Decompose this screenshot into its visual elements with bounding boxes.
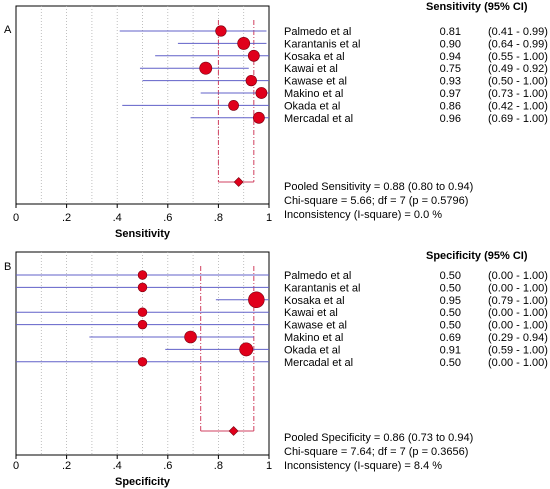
study-ci-text: (0.42 - 1.00) (488, 100, 548, 112)
column-header: Specificity (95% CI) (426, 250, 528, 262)
study-name: Okada et al (284, 100, 340, 112)
summary-line: Chi-square = 5.66; df = 7 (p = 0.5796) (284, 195, 468, 207)
study-point (239, 342, 254, 357)
summary-line: Pooled Sensitivity = 0.88 (0.80 to 0.94) (284, 181, 473, 193)
study-name: Kosaka et al (284, 51, 345, 63)
study-ci-text: (0.29 - 0.94) (488, 332, 548, 344)
study-ci-text: (0.00 - 1.00) (488, 357, 548, 369)
forest-panel-B: B Specificity (95% CI) Palmedo et al 0.50 (0… (4, 250, 548, 488)
study-name: Kosaka et al (284, 295, 345, 307)
x-tick-label: .8 (214, 460, 223, 472)
study-estimate: 0.50 (440, 270, 461, 282)
x-axis-label: Specificity (115, 476, 171, 488)
study-name: Okada et al (284, 344, 340, 356)
study-ci-text: (0.00 - 1.00) (488, 270, 548, 282)
study-ci-text: (0.69 - 1.00) (488, 113, 548, 125)
study-point (255, 87, 268, 99)
study-name: Palmedo et al (284, 26, 351, 38)
pooled-diamond (228, 426, 239, 436)
study-point (137, 282, 148, 293)
study-point (247, 49, 260, 62)
x-tick-label: .4 (113, 212, 122, 224)
study-point (252, 111, 265, 124)
study-ci-text: (0.59 - 1.00) (488, 344, 548, 356)
study-estimate: 0.90 (440, 38, 461, 50)
study-estimate: 0.96 (440, 113, 461, 125)
summary-line: Inconsistency (I-square) = 0.0 % (284, 209, 442, 221)
study-estimate: 0.69 (440, 332, 461, 344)
pooled-diamond (233, 177, 244, 187)
study-ci-text: (0.55 - 1.00) (488, 51, 548, 63)
study-name: Kawase et al (284, 76, 347, 88)
study-name: Palmedo et al (284, 270, 351, 282)
panel-label: B (4, 261, 11, 273)
study-point (137, 307, 148, 317)
summary-line: Inconsistency (I-square) = 8.4 % (284, 460, 442, 472)
study-name: Mercadal et al (284, 357, 353, 369)
x-tick-label: .6 (163, 212, 172, 224)
summary-line: Pooled Specificity = 0.86 (0.73 to 0.94) (284, 432, 473, 444)
x-tick-label: .2 (62, 460, 71, 472)
study-name: Makino et al (284, 88, 343, 100)
study-estimate: 0.50 (440, 282, 461, 294)
x-tick-label: 1 (266, 212, 272, 224)
study-estimate: 0.93 (440, 76, 461, 88)
panel-label: A (4, 24, 12, 36)
x-tick-label: .2 (62, 212, 71, 224)
x-tick-label: 0 (13, 212, 19, 224)
study-estimate: 0.91 (440, 344, 461, 356)
study-point (237, 36, 251, 50)
study-name: Makino et al (284, 332, 343, 344)
x-axis-label: Sensitivity (115, 228, 171, 240)
study-ci-text: (0.73 - 1.00) (488, 88, 548, 100)
study-point (228, 100, 239, 111)
study-point (184, 330, 197, 344)
study-estimate: 0.94 (440, 51, 461, 63)
study-estimate: 0.97 (440, 88, 461, 100)
study-estimate: 0.86 (440, 100, 461, 112)
study-point (199, 61, 213, 75)
study-ci-text: (0.49 - 0.92) (488, 63, 548, 75)
study-name: Karantanis et al (284, 282, 360, 294)
x-tick-label: .6 (163, 460, 172, 472)
study-point (248, 291, 265, 309)
study-estimate: 0.50 (440, 307, 461, 319)
study-point (137, 319, 148, 330)
study-name: Mercadal et al (284, 113, 353, 125)
study-estimate: 0.50 (440, 320, 461, 332)
study-ci-text: (0.00 - 1.00) (488, 320, 548, 332)
study-name: Karantanis et al (284, 38, 360, 50)
study-point (137, 357, 148, 367)
study-ci-text: (0.00 - 1.00) (488, 282, 548, 294)
study-point (245, 74, 257, 87)
study-name: Kawai et al (284, 307, 338, 319)
study-name: Kawase et al (284, 320, 347, 332)
study-name: Kawai et al (284, 63, 338, 75)
x-tick-label: .8 (214, 212, 223, 224)
study-ci-text: (0.79 - 1.00) (488, 295, 548, 307)
study-estimate: 0.50 (440, 357, 461, 369)
study-estimate: 0.81 (440, 26, 461, 38)
column-header: Sensitivity (95% CI) (426, 1, 528, 13)
study-ci-text: (0.41 - 0.99) (488, 26, 548, 38)
study-point (137, 270, 148, 280)
x-tick-label: 0 (13, 460, 19, 472)
study-ci-text: (0.50 - 1.00) (488, 76, 548, 88)
x-tick-label: 1 (266, 460, 272, 472)
x-tick-label: .4 (113, 460, 122, 472)
study-ci-text: (0.64 - 0.99) (488, 38, 548, 50)
summary-line: Chi-square = 7.64; df = 7 (p = 0.3656) (284, 446, 468, 458)
study-estimate: 0.75 (440, 63, 461, 75)
study-point (215, 25, 227, 37)
study-estimate: 0.95 (440, 295, 461, 307)
study-ci-text: (0.00 - 1.00) (488, 307, 548, 319)
